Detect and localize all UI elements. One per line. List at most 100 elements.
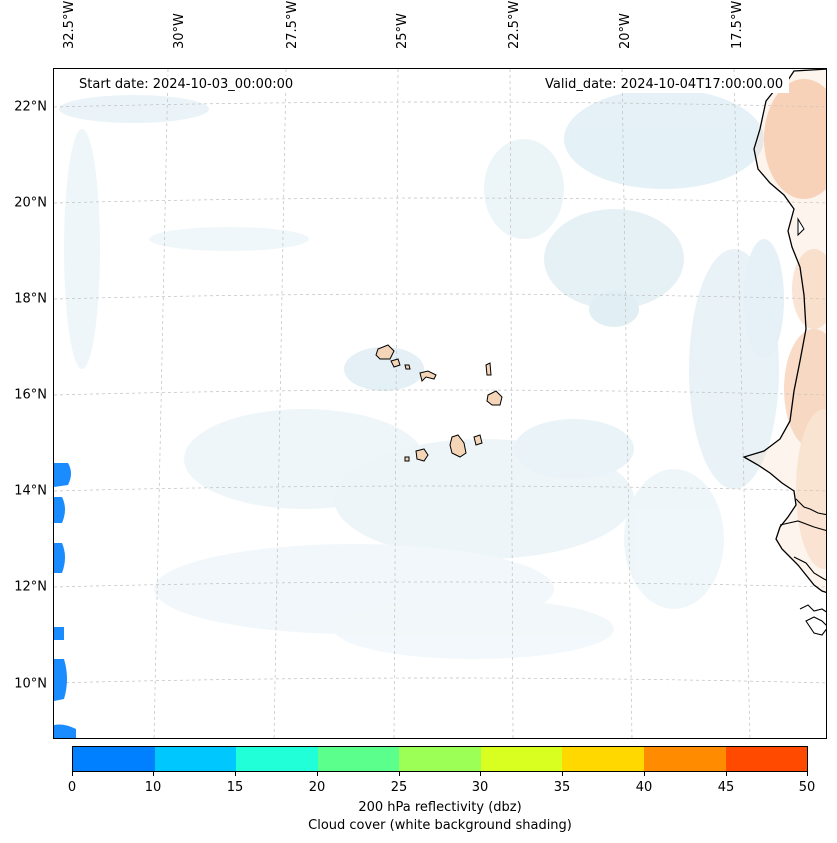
grid-lat-14n	[54, 485, 826, 492]
island-sao-vicente	[390, 358, 401, 368]
island-santa-luzia	[404, 364, 411, 370]
lon-label-32-5w: 32.5°W	[62, 0, 77, 49]
cloud-area	[744, 239, 784, 359]
colorbar-tick	[235, 772, 236, 776]
colorbar-segment-40-45	[643, 747, 726, 771]
cloud-area	[64, 129, 100, 369]
colorbar-segment-20-25	[317, 747, 400, 771]
colorbar-segment-45-50	[725, 747, 808, 771]
cloud-area	[544, 209, 684, 309]
lat-label-16n: 16°N	[14, 387, 47, 403]
cloud-area	[589, 291, 639, 327]
reflectivity-cell	[54, 724, 76, 738]
reflectivity-cell	[54, 659, 67, 701]
island-sal	[485, 362, 492, 376]
grid-lon-20w	[621, 69, 633, 738]
grid-lat-18n	[54, 293, 826, 300]
start-date-label: Start date: 2024-10-03_00:00:00	[73, 76, 300, 93]
reflectivity-cell	[54, 543, 65, 573]
grid-lat-20n	[54, 197, 826, 204]
island-fogo	[415, 448, 429, 462]
lat-label-14n: 14°N	[14, 483, 47, 499]
coastline-detail	[795, 498, 826, 516]
grid-lon-27-5w	[273, 69, 287, 738]
colorbar-tick	[726, 772, 727, 776]
colorbar-tick	[480, 772, 481, 776]
africa-land	[742, 69, 826, 594]
island-brava	[404, 456, 410, 462]
island-santo-antao	[375, 344, 395, 360]
colorbar-segment-15-20	[236, 747, 318, 771]
colorbar-tick-label: 10	[144, 780, 162, 795]
grid-lon-17-5w	[733, 69, 751, 738]
cloud-area	[59, 95, 209, 123]
grid-lon-25w	[393, 69, 399, 738]
lat-label-10n: 10°N	[14, 676, 47, 692]
reflectivity-cells	[54, 463, 76, 738]
colorbar-segment-35-40	[562, 747, 644, 771]
colorbar-tick-label: 45	[717, 780, 735, 795]
cloud-area	[149, 227, 309, 251]
island-maio	[473, 434, 483, 446]
colorbar-tick-label: 15	[226, 780, 244, 795]
colorbar-tick	[562, 772, 563, 776]
grid-lon-22-5w	[509, 69, 514, 738]
reflectivity-cell	[54, 627, 64, 640]
colorbar-tick-label: 40	[635, 780, 653, 795]
lon-label-27-5w: 27.5°W	[285, 0, 300, 49]
coastline-detail	[799, 604, 826, 613]
lon-label-22-5w: 22.5°W	[507, 0, 522, 49]
colorbar-tick-label: 35	[553, 780, 571, 795]
lon-label-20w: 20°W	[618, 13, 633, 49]
lat-label-12n: 12°N	[14, 579, 47, 595]
colorbar-tick	[317, 772, 318, 776]
grid-lon-30w	[153, 69, 169, 738]
coastline-detail	[797, 217, 805, 237]
cloud-area	[514, 419, 634, 479]
coastline-detail	[805, 616, 826, 636]
map-panel	[53, 68, 827, 739]
colorbar-tick	[807, 772, 808, 776]
coastline-detail	[793, 556, 826, 581]
reflectivity-cell	[54, 497, 65, 523]
coastline-detail	[779, 520, 826, 532]
lat-label-18n: 18°N	[14, 291, 47, 307]
warm-area	[796, 409, 826, 569]
island-sao-nicolau	[419, 370, 437, 382]
colorbar-segment-0-10	[73, 747, 155, 771]
colorbar-tick	[644, 772, 645, 776]
colorbar-segment-30-35	[480, 747, 563, 771]
colorbar-tick-label: 20	[308, 780, 326, 795]
lat-label-20n: 20°N	[14, 195, 47, 211]
colorbar-tick-label: 25	[390, 780, 408, 795]
colorbar-tick-label: 0	[67, 780, 77, 795]
reflectivity-cell	[54, 463, 71, 487]
cloud-area	[624, 469, 724, 609]
cloud-area	[484, 139, 564, 239]
lat-label-22n: 22°N	[14, 99, 47, 115]
cloud-area	[564, 89, 764, 189]
grid-lat-10n	[54, 677, 826, 684]
colorbar-tick-label: 30	[471, 780, 489, 795]
map-canvas	[54, 69, 826, 738]
colorbar-tick-label: 50	[798, 780, 816, 795]
grid-lat-22n	[54, 101, 826, 108]
valid-date-label: Valid_date: 2024-10-04T17:00:00.00	[539, 76, 790, 93]
colorbar-tick	[72, 772, 73, 776]
graticule	[54, 69, 826, 738]
cloud-area	[334, 599, 614, 659]
cloud-area	[344, 347, 424, 391]
colorbar-subtitle: Cloud cover (white background shading)	[308, 818, 572, 833]
colorbar-segment-10-15	[154, 747, 237, 771]
lon-label-30w: 30°W	[172, 13, 187, 49]
colorbar-tick	[153, 772, 154, 776]
colorbar-segment-25-30	[399, 747, 481, 771]
cape-verde-islands	[375, 344, 503, 462]
warm-shading	[764, 79, 826, 569]
grid-lat-16n	[54, 389, 826, 396]
island-boa-vista	[486, 390, 503, 406]
island-santiago	[449, 434, 467, 458]
warm-area	[764, 79, 826, 199]
cloud-shading	[59, 89, 784, 659]
lon-label-25w: 25°W	[395, 13, 410, 49]
